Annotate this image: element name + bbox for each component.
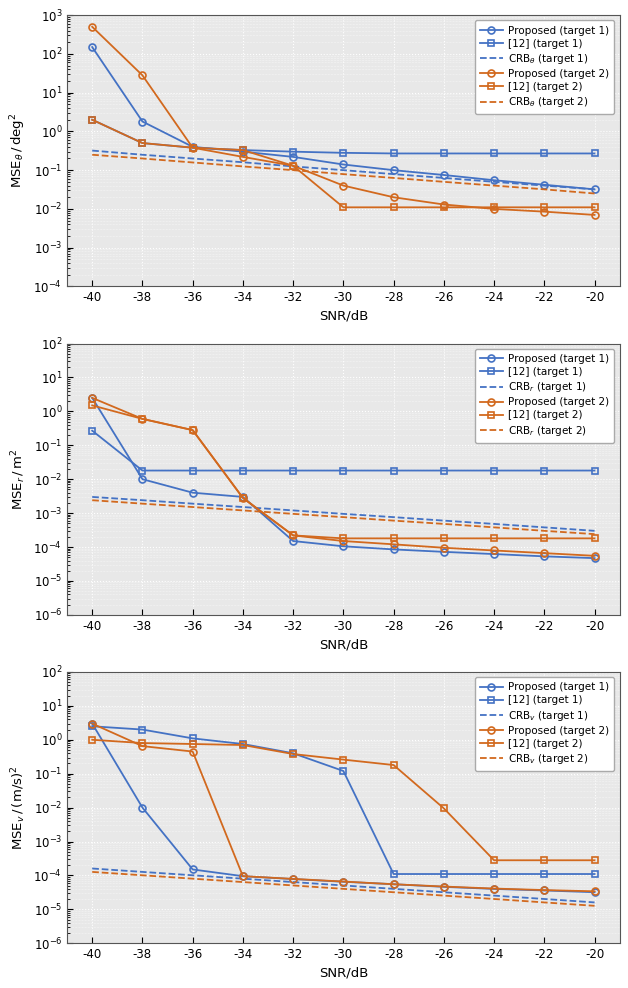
X-axis label: SNR/dB: SNR/dB <box>318 966 368 980</box>
Y-axis label: $\mathrm{MSE}_v\,/\,(\mathrm{m/s})^2$: $\mathrm{MSE}_v\,/\,(\mathrm{m/s})^2$ <box>9 766 28 850</box>
Y-axis label: $\mathrm{MSE}_\theta\,/\,\mathrm{deg}^2$: $\mathrm{MSE}_\theta\,/\,\mathrm{deg}^2$ <box>8 114 28 189</box>
Legend: Proposed (target 1), [12] (target 1), CRB$_r$ (target 1), Proposed (target 2), [: Proposed (target 1), [12] (target 1), CR… <box>475 349 614 443</box>
X-axis label: SNR/dB: SNR/dB <box>318 310 368 323</box>
Legend: Proposed (target 1), [12] (target 1), CRB$_v$ (target 1), Proposed (target 2), [: Proposed (target 1), [12] (target 1), CR… <box>475 677 614 772</box>
X-axis label: SNR/dB: SNR/dB <box>318 638 368 651</box>
Legend: Proposed (target 1), [12] (target 1), CRB$_\theta$ (target 1), Proposed (target : Proposed (target 1), [12] (target 1), CR… <box>475 21 614 115</box>
Y-axis label: $\mathrm{MSE}_r\,/\,\mathrm{m}^2$: $\mathrm{MSE}_r\,/\,\mathrm{m}^2$ <box>9 449 28 510</box>
